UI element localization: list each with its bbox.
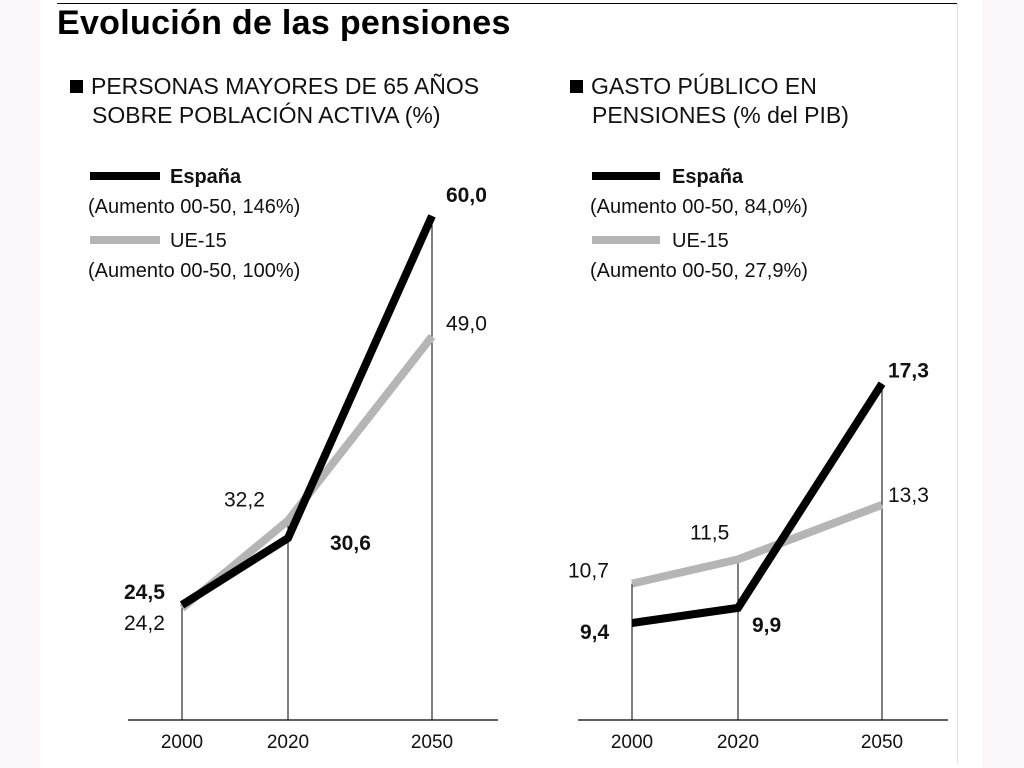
chart-2-series-line-espana: [631, 381, 886, 627]
chart-2-series-line-ue15: [631, 501, 884, 588]
chart-1-title-line-1: PERSONAS MAYORES DE 65 AÑOS: [91, 73, 480, 99]
chart-1-legend-note-ue15: (Aumento 00-50, 100%): [88, 260, 300, 282]
chart-2-legend-label-espana: España: [672, 166, 744, 188]
square-bullet-icon: [570, 80, 583, 93]
chart-1-series-line-espana: [179, 214, 436, 609]
top-rule: [57, 3, 957, 4]
right-rule: [957, 3, 958, 763]
chart-2-data-label: 9,9: [752, 614, 781, 637]
chart-2-x-tick-label: 2000: [611, 732, 653, 753]
chart-2-legend-note-ue15: (Aumento 00-50, 27,9%): [590, 260, 808, 282]
chart-1-x-tick-label: 2050: [411, 732, 453, 753]
chart-2-x-tick-label: 2020: [717, 732, 759, 753]
chart-1-data-label: 30,6: [330, 532, 371, 555]
background-panel: [40, 0, 982, 768]
chart-2-data-label: 9,4: [580, 621, 610, 644]
chart-1-data-label: 49,0: [446, 312, 487, 335]
chart-1-title-line-2: SOBRE POBLACIÓN ACTIVA (%): [92, 102, 441, 128]
main-title: Evolución de las pensiones: [57, 4, 511, 42]
chart-2-title: GASTO PÚBLICO EN PENSIONES (% del PIB): [570, 72, 849, 130]
chart-2-title-line-1: GASTO PÚBLICO EN: [591, 73, 817, 99]
chart-1-x-tick-label: 2000: [161, 732, 203, 753]
chart-2-legend-label-ue15: UE-15: [672, 230, 729, 252]
chart-1-data-label: 60,0: [446, 184, 487, 207]
chart-1-data-label: 24,2: [124, 612, 165, 635]
chart-2-data-label: 17,3: [888, 360, 929, 383]
chart-2-title-line-2: PENSIONES (% del PIB): [592, 102, 849, 128]
chart-2-legend-note-espana: (Aumento 00-50, 84,0%): [590, 196, 808, 218]
chart-1-data-label: 24,5: [124, 581, 165, 604]
chart-1-legend-label-espana: España: [170, 166, 242, 188]
chart-1-series-line-ue15: [179, 333, 436, 612]
chart-2-data-label: 11,5: [690, 521, 729, 544]
chart-1-legend-note-espana: (Aumento 00-50, 146%): [88, 196, 300, 218]
chart-1-title: PERSONAS MAYORES DE 65 AÑOS SOBRE POBLAC…: [70, 72, 479, 130]
chart-2-data-label: 10,7: [568, 560, 609, 583]
chart-1-x-tick-label: 2020: [267, 732, 309, 753]
chart-1-data-label: 32,2: [224, 489, 265, 512]
square-bullet-icon: [70, 80, 83, 93]
chart-2-x-tick-label: 2050: [861, 732, 903, 753]
chart-1-legend-label-ue15: UE-15: [170, 230, 227, 252]
chart-2-data-label: 13,3: [888, 484, 929, 507]
